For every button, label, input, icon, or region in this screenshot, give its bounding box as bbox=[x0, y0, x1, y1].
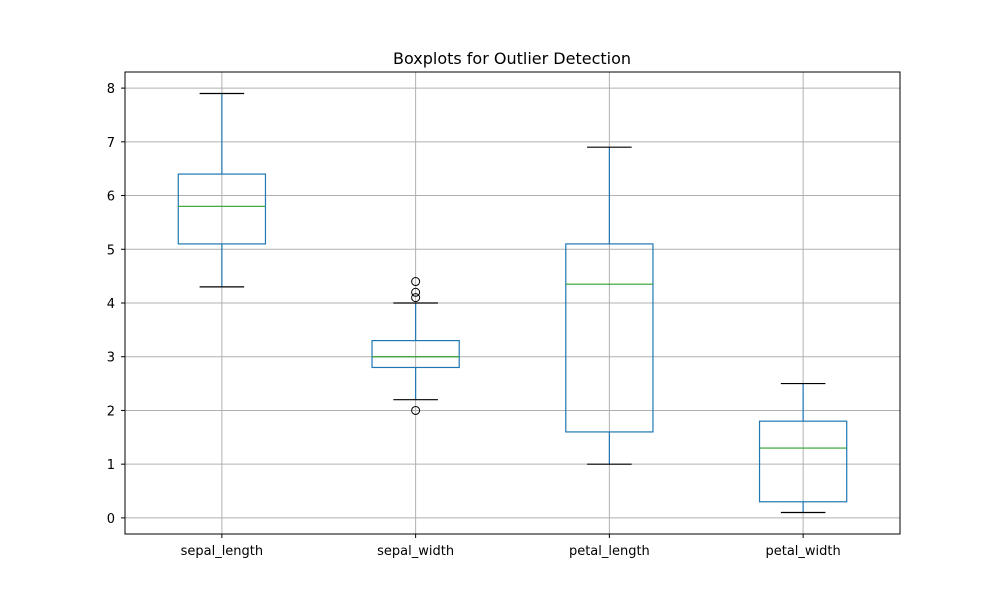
box-petal_width bbox=[758, 382, 848, 514]
outlier-point bbox=[411, 277, 421, 287]
y-tick-label: 3 bbox=[107, 351, 115, 366]
iqr-box bbox=[177, 173, 267, 245]
outlier-point bbox=[411, 405, 421, 415]
y-tick-label: 8 bbox=[107, 82, 115, 97]
y-tick-label: 6 bbox=[107, 190, 115, 205]
y-tick-label: 5 bbox=[107, 243, 115, 258]
x-axis-ticks: sepal_length sepal_width petal_length petal… bbox=[181, 534, 841, 559]
x-tick-label: sepal_length bbox=[181, 544, 264, 559]
y-tick-label: 2 bbox=[107, 404, 115, 419]
outlier-point bbox=[411, 287, 421, 297]
box-series bbox=[177, 92, 848, 514]
outlier-point bbox=[411, 293, 421, 303]
box-sepal_width bbox=[371, 277, 460, 415]
y-tick-label: 1 bbox=[107, 458, 115, 473]
y-axis-ticks: 0 1 2 3 4 5 6 7 8 bbox=[107, 82, 125, 527]
y-tick-label: 4 bbox=[107, 297, 115, 312]
box-petal_length bbox=[565, 146, 654, 465]
x-tick-label: petal_width bbox=[765, 544, 840, 559]
iqr-box bbox=[565, 243, 654, 433]
iqr-box bbox=[758, 420, 848, 503]
chart-title: Boxplots for Outlier Detection bbox=[393, 49, 631, 68]
x-tick-label: petal_length bbox=[569, 544, 650, 559]
y-tick-label: 0 bbox=[107, 512, 115, 527]
iqr-box bbox=[371, 340, 460, 369]
x-tick-label: sepal_width bbox=[377, 544, 454, 559]
grid-lines bbox=[125, 72, 900, 534]
y-tick-label: 7 bbox=[107, 136, 115, 151]
box-sepal_length bbox=[177, 92, 267, 288]
